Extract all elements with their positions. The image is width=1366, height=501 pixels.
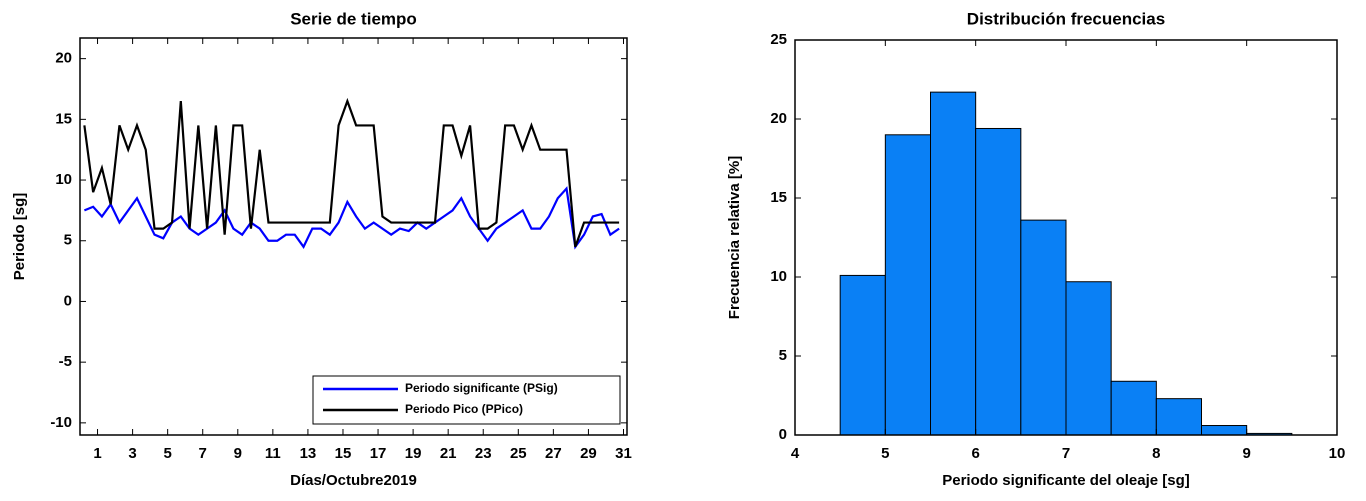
y-axis-label: Periodo [sg] xyxy=(11,193,28,281)
y-tick-label: 25 xyxy=(770,31,787,48)
x-tick-label: 1 xyxy=(93,445,101,462)
x-tick-label: 7 xyxy=(1062,445,1070,462)
y-axis-label: Frecuencia relativa [%] xyxy=(726,156,743,319)
y-tick-label: -5 xyxy=(59,353,72,370)
y-tick-label: 15 xyxy=(55,110,72,127)
plot-frame xyxy=(79,37,628,436)
chart-title: Distribución frecuencias xyxy=(967,9,1165,28)
x-tick-label: 10 xyxy=(1329,445,1346,462)
y-tick-label: 20 xyxy=(55,50,72,67)
x-tick-label: 17 xyxy=(370,445,387,462)
y-tick-label: 10 xyxy=(55,171,72,188)
histogram-bar xyxy=(1201,425,1248,436)
y-tick-label: 10 xyxy=(770,268,787,285)
x-tick-label: 9 xyxy=(1242,445,1250,462)
data-line xyxy=(83,97,620,248)
x-tick-label: 8 xyxy=(1152,445,1160,462)
x-tick-label: 4 xyxy=(791,445,800,462)
x-tick-label: 13 xyxy=(300,445,317,462)
histogram-bar xyxy=(1155,398,1203,436)
x-tick-label: 5 xyxy=(163,445,171,462)
x-tick-label: 25 xyxy=(510,445,527,462)
data-line xyxy=(83,186,620,250)
y-tick-label: 15 xyxy=(770,189,787,206)
x-tick-label: 11 xyxy=(265,445,281,462)
x-tick-label: 23 xyxy=(475,445,492,462)
y-tick-label: -10 xyxy=(50,414,72,431)
histogram-bar xyxy=(1020,219,1067,436)
x-tick-label: 31 xyxy=(615,445,632,462)
x-tick-label: 5 xyxy=(881,445,889,462)
x-axis-label: Días/Octubre2019 xyxy=(290,472,417,489)
histogram-bar xyxy=(884,134,931,436)
chart-title: Serie de tiempo xyxy=(290,9,417,28)
y-tick-label: 20 xyxy=(770,110,787,127)
y-tick-label: 5 xyxy=(64,232,72,249)
histogram-bar xyxy=(1110,380,1157,436)
x-tick-label: 21 xyxy=(440,445,457,462)
y-tick-label: 0 xyxy=(64,292,72,309)
histogram-bar xyxy=(930,91,977,436)
y-tick-label: 0 xyxy=(779,426,787,443)
x-tick-label: 9 xyxy=(234,445,242,462)
histogram-bar xyxy=(839,274,886,436)
x-tick-label: 29 xyxy=(580,445,597,462)
x-axis-label: Periodo significante del oleaje [sg] xyxy=(942,472,1190,489)
legend-label: Periodo significante (PSig) xyxy=(405,381,558,395)
x-tick-label: 3 xyxy=(128,445,136,462)
x-tick-label: 15 xyxy=(335,445,352,462)
x-tick-label: 27 xyxy=(545,445,562,462)
legend-label: Periodo Pico (PPico) xyxy=(405,402,523,416)
histogram-bar xyxy=(1065,281,1112,436)
y-tick-label: 5 xyxy=(779,347,787,364)
x-tick-label: 6 xyxy=(971,445,979,462)
x-tick-label: 19 xyxy=(405,445,422,462)
x-tick-label: 7 xyxy=(199,445,207,462)
legend-box xyxy=(312,375,621,425)
histogram-bar xyxy=(975,127,1022,436)
